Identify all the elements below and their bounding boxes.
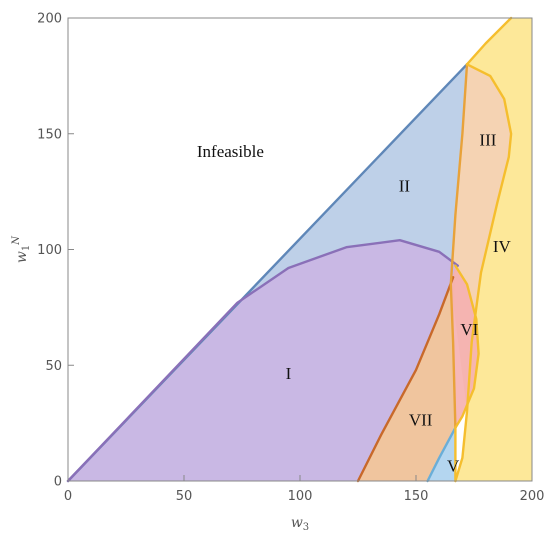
y-tick-label: 50 bbox=[45, 359, 62, 374]
yellow-top-boundary bbox=[465, 16, 513, 66]
region-label: III bbox=[479, 130, 496, 149]
region-v-boundary bbox=[426, 426, 457, 483]
x-tick-label: 100 bbox=[288, 489, 313, 504]
region-i-fill bbox=[68, 240, 458, 481]
y-tick-label: 100 bbox=[37, 243, 62, 258]
region-label: II bbox=[399, 177, 411, 196]
x-tick-label: 0 bbox=[64, 489, 72, 504]
brown-boundary bbox=[356, 276, 455, 483]
y-tick-label: 200 bbox=[37, 12, 62, 27]
region-vii-fill bbox=[358, 265, 456, 481]
region-label: VI bbox=[460, 320, 478, 339]
region-label: VII bbox=[409, 410, 433, 429]
region-vi-boundary bbox=[454, 264, 480, 429]
chart-regions bbox=[68, 18, 532, 482]
axis-ticks: 0 50 100 150 200 0 50 100 150 200 bbox=[37, 12, 544, 505]
purple-boundary bbox=[66, 238, 459, 483]
y-axis-label: w1N bbox=[11, 235, 32, 263]
region-label: V bbox=[447, 457, 460, 476]
x-tick-label: 150 bbox=[404, 489, 429, 504]
region-label: IV bbox=[493, 237, 512, 256]
y-tick-label: 0 bbox=[54, 475, 62, 490]
x-axis-label: w3 bbox=[291, 515, 309, 533]
x-tick-label: 200 bbox=[520, 489, 545, 504]
y-tick-label: 150 bbox=[37, 127, 62, 142]
yellow-boundary bbox=[454, 63, 513, 483]
x-tick-label: 50 bbox=[176, 489, 193, 504]
region-label: Infeasible bbox=[197, 142, 264, 161]
chart-boundaries bbox=[66, 16, 513, 483]
orange-boundary bbox=[449, 63, 469, 429]
region-label: I bbox=[286, 364, 292, 383]
